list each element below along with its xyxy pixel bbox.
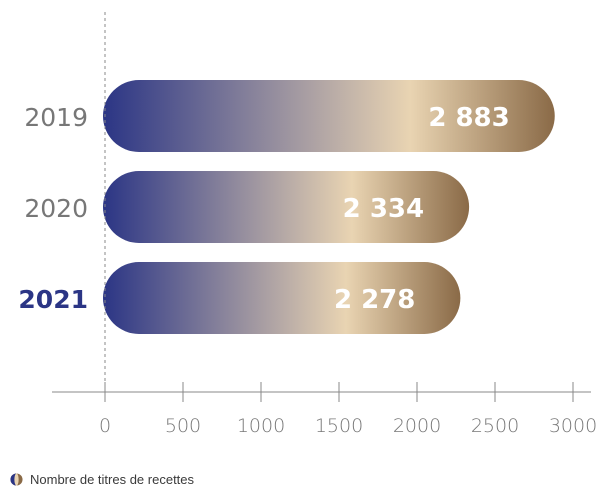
- x-tick-label: 3000: [549, 415, 597, 437]
- value-label: 2 278: [334, 285, 415, 315]
- category-label: 2019: [24, 103, 88, 132]
- x-tick-label: 500: [165, 415, 201, 437]
- category-label: 2020: [24, 194, 88, 223]
- x-tick-label: 2500: [471, 415, 519, 437]
- bar: [103, 262, 461, 334]
- x-tick-label: 0: [99, 415, 111, 437]
- value-label: 2 883: [428, 103, 509, 133]
- legend-label: Nombre de titres de recettes: [30, 472, 195, 487]
- x-tick-label: 1500: [315, 415, 363, 437]
- bar: [103, 171, 470, 243]
- half-circle-icon: [10, 473, 23, 486]
- x-axis: 0 500 1000 1500 2000 2500 3000: [52, 12, 597, 437]
- x-tick-label: 2000: [393, 415, 441, 437]
- value-label: 2 334: [343, 194, 424, 224]
- category-label: 2021: [18, 285, 88, 314]
- legend: Nombre de titres de recettes: [10, 472, 194, 487]
- bar: [103, 80, 555, 152]
- x-tick-label: 1000: [237, 415, 285, 437]
- bars-group: 2019 2 883 2020 2 334 2021 2 278: [18, 80, 555, 334]
